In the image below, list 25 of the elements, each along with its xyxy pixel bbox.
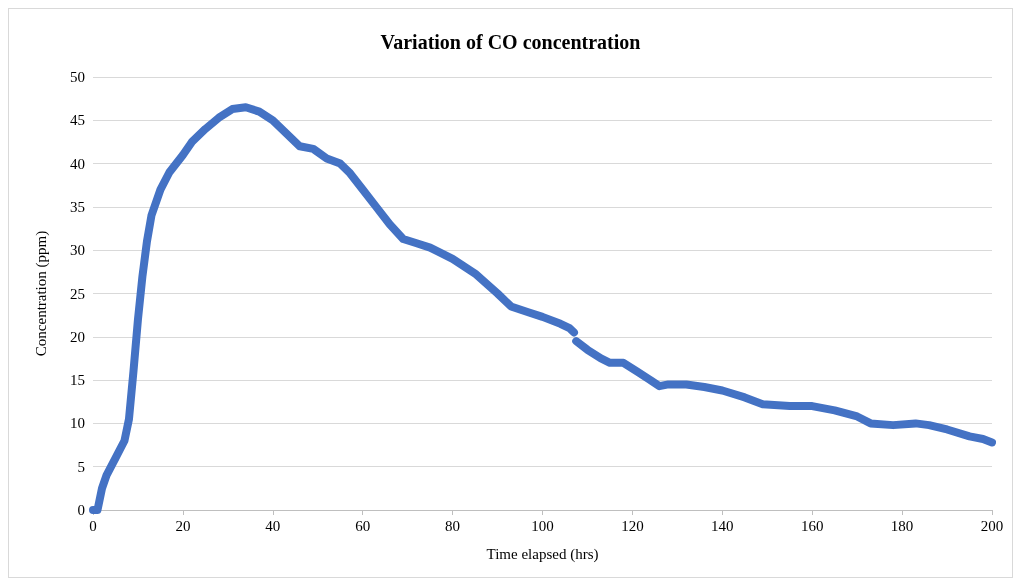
x-tick-label: 100 (531, 517, 554, 534)
y-tick-label: 0 (77, 502, 85, 518)
chart-title: Variation of CO concentration (380, 31, 641, 53)
x-tick-label: 180 (890, 517, 914, 534)
y-tick-label: 25 (70, 285, 85, 302)
x-tick-label: 80 (445, 517, 461, 534)
x-tick-label: 200 (980, 517, 1004, 534)
x-tick-label: 40 (265, 517, 281, 534)
x-tick-label: 160 (800, 517, 824, 534)
y-tick-label: 40 (70, 155, 85, 172)
y-tick-label: 50 (70, 69, 85, 85)
y-tick-label: 35 (70, 198, 85, 215)
x-tick-label: 140 (711, 517, 734, 534)
y-tick-label: 5 (77, 458, 85, 475)
y-tick-label: 30 (70, 242, 85, 259)
x-tick-label: 120 (621, 517, 644, 534)
y-tick-label: 45 (70, 112, 85, 129)
y-axis-title: Concentration (ppm) (32, 230, 50, 357)
x-tick-label: 0 (89, 517, 97, 534)
y-tick-label: 15 (70, 372, 85, 389)
x-tick-label: 60 (355, 517, 371, 534)
y-tick-label: 10 (70, 415, 85, 432)
x-tick-label: 20 (175, 517, 191, 534)
y-tick-label: 20 (70, 328, 85, 345)
x-axis-title: Time elapsed (hrs) (486, 545, 599, 563)
